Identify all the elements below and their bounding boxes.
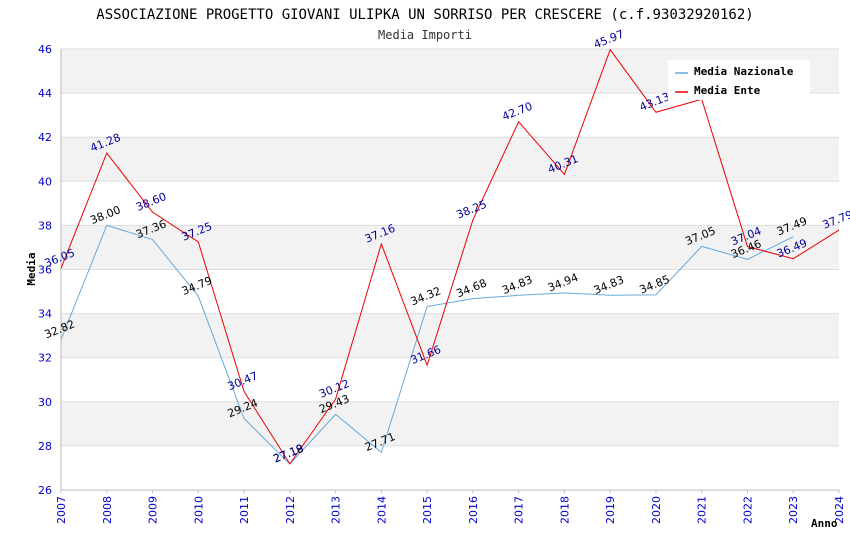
y-tick-label: 30 — [38, 396, 52, 409]
legend: Media Nazionale Media Ente — [668, 60, 810, 100]
x-tick-label: 2021 — [696, 496, 709, 524]
x-tick-label: 2018 — [558, 496, 571, 524]
series-lines — [60, 48, 840, 465]
grid-band — [61, 93, 839, 138]
grid-band — [61, 137, 839, 182]
chart-title: ASSOCIAZIONE PROGETTO GIOVANI ULIPKA UN … — [96, 7, 753, 23]
x-tick-label: 2012 — [284, 496, 297, 524]
x-tick-label: 2015 — [421, 496, 434, 524]
x-tick-label: 2014 — [375, 496, 388, 524]
data-label-ente: 45.97 — [592, 27, 626, 51]
legend-label-ente: Media Ente — [694, 84, 761, 97]
x-tick-label: 2009 — [147, 496, 160, 524]
y-tick-label: 34 — [38, 308, 52, 321]
series-line-nazionale — [60, 224, 794, 465]
y-axis-ticks: 26 28 30 32 34 36 38 40 42 44 46 — [38, 43, 52, 497]
gridlines — [60, 48, 839, 491]
y-tick-label: 32 — [38, 352, 52, 365]
series-line-ente — [60, 48, 840, 465]
x-tick-label: 2016 — [467, 496, 480, 524]
x-tick-label: 2010 — [192, 496, 205, 524]
y-axis-label: Media — [25, 252, 38, 285]
grid-band — [61, 313, 839, 358]
grid-band — [61, 225, 839, 270]
x-axis-label: Anno — [811, 517, 838, 530]
legend-box — [668, 60, 810, 100]
x-tick-label: 2024 — [833, 496, 846, 524]
grid-band — [61, 181, 839, 226]
grid-band — [61, 401, 839, 446]
y-tick-label: 38 — [38, 219, 52, 232]
y-tick-label: 36 — [38, 264, 52, 277]
y-tick-label: 40 — [38, 175, 52, 188]
x-axis-ticks: 2007 2008 2009 2010 2011 2012 2013 2014 2015 2016… — [55, 490, 846, 524]
y-tick-label: 46 — [38, 43, 52, 56]
x-tick-label: 2020 — [650, 496, 663, 524]
x-tick-label: 2011 — [238, 496, 251, 524]
chart-subtitle: Media Importi — [378, 28, 472, 42]
x-tick-label: 2013 — [330, 496, 343, 524]
grid-band — [61, 445, 839, 490]
x-tick-label: 2007 — [55, 496, 68, 524]
y-tick-label: 28 — [38, 440, 52, 453]
x-tick-label: 2022 — [741, 496, 754, 524]
legend-label-nazionale: Media Nazionale — [694, 65, 794, 78]
grid-band — [61, 357, 839, 402]
y-tick-label: 44 — [38, 87, 52, 100]
y-tick-label: 42 — [38, 131, 52, 144]
y-tick-label: 26 — [38, 484, 52, 497]
x-tick-label: 2017 — [513, 496, 526, 524]
x-tick-label: 2023 — [787, 496, 800, 524]
x-tick-label: 2019 — [604, 496, 617, 524]
x-tick-label: 2008 — [101, 496, 114, 524]
